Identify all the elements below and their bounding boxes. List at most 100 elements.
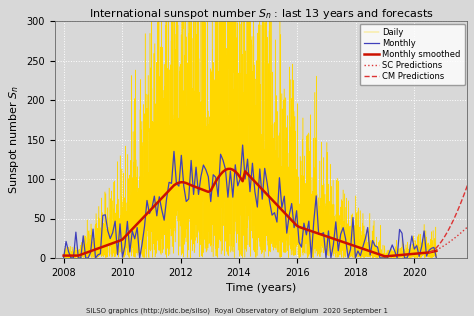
CM Predictions bbox=[448, 223, 454, 227]
CM Predictions bbox=[451, 216, 457, 220]
Monthly bbox=[240, 143, 246, 147]
Daily bbox=[117, 232, 123, 235]
CM Predictions bbox=[445, 229, 451, 233]
SC Predictions bbox=[462, 228, 467, 231]
SC Predictions bbox=[446, 240, 452, 244]
SC Predictions bbox=[427, 250, 433, 254]
Monthly smoothed bbox=[372, 251, 378, 255]
CM Predictions bbox=[449, 221, 455, 225]
SC Predictions bbox=[441, 244, 447, 248]
CM Predictions bbox=[437, 242, 442, 246]
Monthly smoothed bbox=[382, 254, 388, 258]
Monthly smoothed bbox=[421, 251, 427, 255]
CM Predictions bbox=[447, 225, 453, 229]
CM Predictions bbox=[442, 234, 447, 238]
Line: Monthly: Monthly bbox=[64, 145, 437, 258]
SC Predictions bbox=[453, 236, 458, 240]
SC Predictions bbox=[443, 243, 449, 246]
SC Predictions bbox=[435, 247, 440, 251]
SC Predictions bbox=[454, 235, 459, 239]
CM Predictions bbox=[465, 182, 471, 186]
CM Predictions bbox=[441, 236, 447, 240]
CM Predictions bbox=[439, 239, 445, 243]
SC Predictions bbox=[444, 242, 450, 246]
SC Predictions bbox=[466, 224, 472, 228]
CM Predictions bbox=[435, 245, 440, 248]
SC Predictions bbox=[437, 246, 442, 250]
SC Predictions bbox=[456, 233, 461, 237]
CM Predictions bbox=[450, 219, 456, 222]
CM Predictions bbox=[430, 249, 436, 252]
SC Predictions bbox=[465, 225, 471, 228]
Monthly bbox=[225, 195, 231, 199]
SC Predictions bbox=[455, 234, 460, 238]
Monthly smoothed bbox=[434, 249, 439, 253]
Y-axis label: Sunspot number $S_n$: Sunspot number $S_n$ bbox=[7, 85, 21, 194]
SC Predictions bbox=[449, 238, 455, 242]
CM Predictions bbox=[444, 231, 450, 235]
CM Predictions bbox=[467, 176, 473, 180]
Monthly bbox=[326, 229, 331, 233]
Monthly smoothed bbox=[225, 167, 231, 171]
Daily bbox=[264, 158, 270, 162]
Daily bbox=[325, 224, 331, 228]
CM Predictions bbox=[434, 246, 439, 250]
SC Predictions bbox=[440, 245, 446, 248]
Monthly bbox=[431, 246, 437, 249]
SC Predictions bbox=[426, 251, 432, 254]
Monthly bbox=[85, 256, 91, 260]
CM Predictions bbox=[456, 204, 462, 208]
SC Predictions bbox=[461, 228, 466, 232]
SC Predictions bbox=[458, 231, 464, 235]
Daily bbox=[86, 256, 91, 260]
SC Predictions bbox=[447, 240, 453, 243]
SC Predictions bbox=[450, 237, 456, 241]
Line: Daily: Daily bbox=[64, 5, 437, 258]
Daily bbox=[61, 254, 66, 258]
Monthly bbox=[110, 231, 116, 234]
Monthly smoothed bbox=[85, 250, 91, 254]
Monthly bbox=[61, 256, 66, 260]
SC Predictions bbox=[459, 230, 465, 234]
CM Predictions bbox=[463, 188, 469, 192]
SC Predictions bbox=[451, 236, 457, 240]
Monthly smoothed bbox=[110, 241, 116, 245]
Legend: Daily, Monthly, Monthly smoothed, SC Predictions, CM Predictions: Daily, Monthly, Monthly smoothed, SC Pre… bbox=[359, 24, 465, 85]
CM Predictions bbox=[458, 202, 464, 205]
SC Predictions bbox=[434, 248, 439, 252]
Daily bbox=[148, 3, 154, 7]
CM Predictions bbox=[426, 251, 432, 254]
Monthly smoothed bbox=[228, 167, 233, 171]
CM Predictions bbox=[440, 238, 446, 241]
Daily bbox=[434, 255, 439, 258]
SC Predictions bbox=[460, 229, 465, 233]
CM Predictions bbox=[455, 209, 460, 213]
SC Predictions bbox=[430, 249, 436, 253]
Line: CM Predictions: CM Predictions bbox=[429, 178, 470, 252]
Daily bbox=[210, 255, 216, 258]
Line: SC Predictions: SC Predictions bbox=[429, 225, 470, 252]
SC Predictions bbox=[463, 227, 469, 230]
SC Predictions bbox=[428, 250, 434, 254]
Daily bbox=[219, 205, 224, 209]
CM Predictions bbox=[446, 227, 452, 231]
Monthly smoothed bbox=[61, 254, 66, 258]
CM Predictions bbox=[438, 241, 444, 245]
CM Predictions bbox=[460, 196, 465, 200]
CM Predictions bbox=[443, 233, 449, 236]
SC Predictions bbox=[467, 223, 473, 227]
CM Predictions bbox=[453, 214, 458, 218]
Monthly bbox=[434, 256, 439, 260]
CM Predictions bbox=[429, 249, 435, 253]
Line: Monthly smoothed: Monthly smoothed bbox=[64, 169, 437, 256]
SC Predictions bbox=[429, 250, 435, 253]
CM Predictions bbox=[464, 185, 470, 189]
CM Predictions bbox=[432, 247, 438, 251]
CM Predictions bbox=[466, 179, 472, 183]
X-axis label: Time (years): Time (years) bbox=[226, 283, 296, 293]
SC Predictions bbox=[432, 248, 438, 252]
SC Predictions bbox=[456, 232, 462, 236]
SC Predictions bbox=[442, 243, 447, 247]
SC Predictions bbox=[448, 239, 454, 243]
CM Predictions bbox=[459, 199, 465, 203]
